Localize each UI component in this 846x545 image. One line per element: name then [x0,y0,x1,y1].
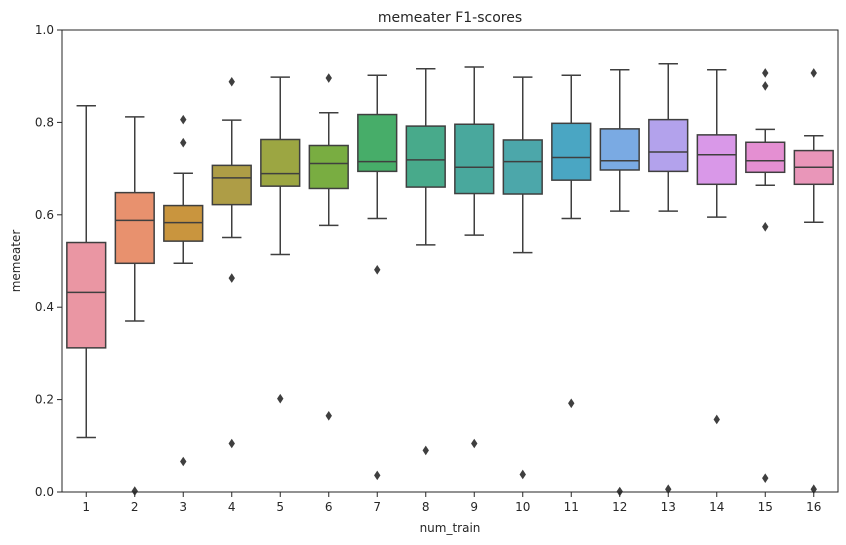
y-tick-label: 0.6 [35,208,54,222]
box-2 [114,116,155,496]
box-15 [745,68,786,483]
outlier-point [810,68,817,78]
outlier-point [568,398,575,409]
outlier-point [471,438,478,449]
y-tick-label: 0.8 [35,115,54,129]
x-tick-label: 5 [276,500,284,514]
x-axis: 1 2 3 4 5 6 7 8 9 10 11 12 13 14 15 16 [82,492,821,514]
iqr-box [454,123,495,195]
outlier-point [277,393,284,404]
outlier-point [762,222,769,232]
box-5 [260,76,301,404]
outlier-point [180,114,187,125]
y-tick-label: 0.2 [35,393,54,407]
outlier-point [422,445,429,456]
box-10 [502,76,543,480]
outlier-point [519,469,526,480]
x-axis-label: num_train [420,521,481,535]
outlier-point [762,473,769,483]
x-tick-label: 12 [612,500,627,514]
box-13 [648,62,689,495]
box-14 [696,68,737,425]
box-7 [357,74,398,481]
x-tick-label: 10 [515,500,530,514]
x-tick-label: 6 [325,500,333,514]
outlier-point [180,137,187,148]
outlier-point [180,456,187,467]
box-4 [211,76,252,449]
iqr-box [696,134,737,186]
y-tick-label: 0.4 [35,300,54,314]
iqr-box [260,138,301,187]
outlier-point [228,438,235,449]
iqr-box [357,113,398,173]
outlier-point [131,486,138,496]
outlier-point [325,410,332,421]
iqr-box [648,118,689,173]
box-1 [66,105,107,439]
x-tick-label: 7 [373,500,381,514]
outlier-point [325,73,332,83]
y-tick-label: 0.0 [35,485,54,499]
x-tick-label: 3 [179,500,187,514]
x-tick-label: 14 [709,500,724,514]
iqr-box [114,191,155,265]
box-8 [405,68,446,456]
plot-area [66,62,834,497]
outlier-point [374,264,381,275]
box-12 [599,68,640,497]
iqr-box [405,125,446,188]
outlier-point [762,68,769,78]
iqr-box [745,141,786,174]
x-tick-label: 2 [131,500,139,514]
iqr-box [599,128,640,171]
iqr-box [66,241,107,349]
x-tick-label: 8 [422,500,430,514]
outlier-point [713,414,720,425]
x-tick-label: 4 [228,500,236,514]
x-tick-label: 11 [564,500,579,514]
y-axis-label: memeater [9,230,23,293]
box-3 [163,114,204,467]
box-9 [454,66,495,449]
iqr-box [502,139,543,195]
x-tick-label: 9 [470,500,478,514]
iqr-box [211,164,252,206]
iqr-box [551,122,592,181]
chart-title: memeater F1-scores [378,10,522,26]
outlier-point [762,81,769,91]
x-tick-label: 1 [82,500,90,514]
x-tick-label: 15 [758,500,773,514]
x-tick-label: 16 [806,500,821,514]
outlier-point [228,273,235,283]
box-16 [793,68,834,495]
y-tick-label: 1.0 [35,23,54,37]
plot-frame [61,29,839,493]
y-axis: 0.0 0.2 0.4 0.6 0.8 1.0 [35,23,62,499]
box-6 [308,73,349,421]
box-11 [551,74,592,409]
outlier-point [374,470,381,481]
x-tick-label: 13 [661,500,676,514]
outlier-point [228,76,235,87]
iqr-box [308,144,349,190]
